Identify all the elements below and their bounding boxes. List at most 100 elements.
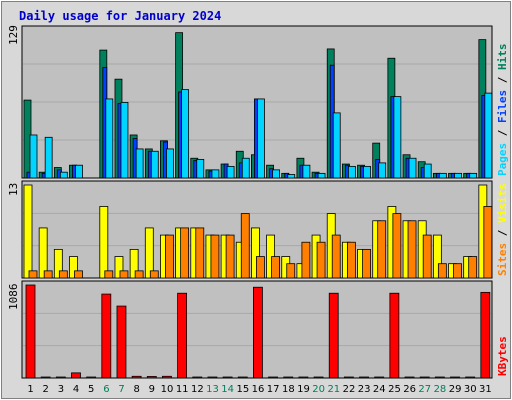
sites-bar [119, 270, 129, 279]
kbytes-bar [313, 376, 324, 379]
sites-bar [104, 270, 114, 279]
legend-entry: Files [496, 90, 509, 123]
pages-bar [196, 158, 205, 179]
visits-bar [23, 184, 33, 279]
pages-bar [378, 162, 387, 179]
sites-bar [134, 270, 144, 279]
kbytes-bar [25, 284, 36, 379]
sites-bar [392, 213, 402, 279]
pages-bar [105, 98, 114, 179]
sites-bar [74, 270, 83, 279]
kbytes-bar [374, 376, 385, 379]
pages-bar [469, 172, 478, 179]
day-label: 14 [221, 384, 234, 395]
sites-bar [225, 234, 235, 279]
pages-bar [135, 148, 144, 179]
kbytes-bar [237, 376, 248, 379]
hits-legend: Pages / Files / Hits [496, 44, 509, 177]
pages-bar [317, 172, 326, 179]
day-label: 25 [388, 384, 401, 395]
kbytes-bar [450, 376, 460, 379]
visits-bar [251, 227, 260, 279]
legend-entry: Hits [496, 44, 509, 71]
chart-title: Daily usage for January 2024 [19, 9, 221, 23]
visits-bar [114, 256, 124, 279]
day-label: 13 [206, 384, 219, 395]
day-label: 16 [252, 384, 265, 395]
day-label: 20 [312, 384, 325, 395]
sites-bar [58, 270, 68, 279]
sites-bar [165, 234, 174, 279]
day-label: 7 [118, 384, 124, 395]
day-label: 15 [236, 384, 249, 395]
kbytes-bar [40, 376, 51, 379]
kbytes-bar [146, 376, 157, 379]
kbytes-bar [131, 375, 142, 379]
pages-bar [423, 163, 432, 179]
day-label: 29 [449, 384, 462, 395]
sites-bar [286, 263, 296, 279]
visits-legend: Sites / Visits [496, 183, 509, 276]
sites-bar [362, 248, 371, 279]
kbytes-bar [177, 292, 188, 379]
sites-bar [195, 227, 205, 279]
kbytes-bar [389, 292, 400, 379]
kbytes-bar [419, 376, 430, 379]
kbytes-bar [298, 376, 309, 379]
day-axis-labels: 1 2 3 4 5 6 7 8 9 10 11 12 13 14 15 16 17 18 19 20 21 22 23 24 2… [27, 384, 491, 395]
sites-bar [407, 220, 417, 279]
legend-entry: Visits [496, 183, 509, 223]
pages-bar [438, 172, 447, 179]
day-label: 6 [103, 384, 109, 395]
day-label: 5 [88, 384, 94, 395]
day-label: 3 [58, 384, 64, 395]
day-label: 18 [282, 384, 295, 395]
day-label: 27 [418, 384, 431, 395]
pages-bar [29, 134, 38, 179]
day-label: 8 [134, 384, 140, 395]
sites-bar [316, 241, 326, 279]
day-label: 31 [479, 384, 492, 395]
pages-bar [59, 171, 68, 179]
legend-entry: Sites [496, 243, 509, 276]
pages-bar [363, 165, 371, 179]
pages-bar [181, 89, 190, 179]
day-label: 22 [343, 384, 356, 395]
kbytes-bar [480, 291, 491, 379]
bars [23, 32, 493, 379]
pages-bar [454, 172, 462, 179]
kbytes-ymax-label: 1086 [7, 284, 20, 311]
day-label: 12 [191, 384, 204, 395]
kbytes-bar [192, 376, 203, 379]
day-label: 1 [27, 384, 33, 395]
day-label: 19 [297, 384, 310, 395]
kbytes-bar [55, 376, 66, 379]
pages-bar [287, 174, 296, 179]
day-label: 17 [267, 384, 280, 395]
sites-bar [331, 234, 341, 279]
visits-bar [129, 248, 139, 279]
kbytes-bar [86, 376, 97, 379]
pages-bar [393, 96, 402, 179]
legend-separator: / [496, 70, 509, 90]
sites-bar [437, 263, 447, 279]
sites-bar [256, 256, 265, 279]
visits-bar [144, 227, 154, 279]
sites-bar [468, 256, 478, 279]
day-label: 2 [43, 384, 49, 395]
day-label: 24 [373, 384, 386, 395]
pages-bar [44, 136, 53, 179]
sites-bar [149, 270, 159, 279]
day-label: 30 [464, 384, 477, 395]
sites-bar [301, 241, 311, 279]
day-label: 10 [161, 384, 174, 395]
pages-bar [211, 169, 220, 179]
day-label: 21 [327, 384, 340, 395]
visits-ymax-label: 13 [7, 183, 20, 196]
visits-bar [99, 206, 109, 279]
kbytes-bar [253, 286, 263, 379]
kbytes-bar [268, 376, 278, 379]
pages-bar [226, 165, 235, 179]
kbytes-bar [71, 372, 81, 379]
